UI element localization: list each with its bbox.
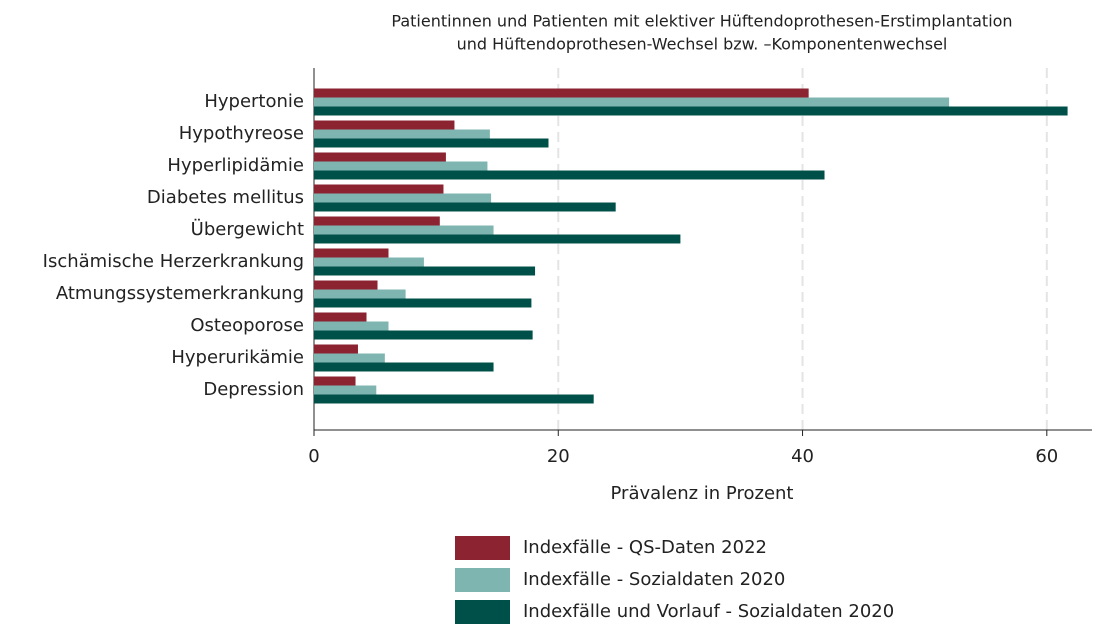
legend-swatch (455, 600, 510, 624)
bar (314, 120, 455, 130)
y-tick-label: Hypertonie (204, 91, 304, 112)
y-tick-label: Hypothyreose (179, 123, 304, 144)
y-tick-label: Übergewicht (191, 218, 304, 240)
bar (314, 362, 494, 372)
bar (314, 289, 406, 299)
legend-swatch (455, 536, 510, 560)
bar (314, 216, 440, 226)
bar (314, 170, 825, 180)
bar (314, 161, 488, 171)
bar (314, 106, 1068, 116)
bar (314, 234, 681, 244)
legend-swatch (455, 568, 510, 592)
bar (314, 193, 492, 203)
bar (314, 257, 424, 267)
bar (314, 312, 367, 322)
bar (314, 138, 549, 148)
bar (314, 394, 594, 404)
bar (314, 280, 378, 290)
legend-label: Indexfälle und Vorlauf - Sozialdaten 202… (523, 601, 894, 622)
bar (314, 330, 533, 340)
chart-title: Patientinnen und Patienten mit elektiver… (391, 12, 1012, 31)
x-tick-label: 20 (547, 446, 570, 467)
bar (314, 385, 377, 395)
y-tick-label: Depression (203, 379, 304, 400)
legend-label: Indexfälle - QS-Daten 2022 (523, 537, 767, 558)
y-tick-label: Atmungssystemerkrankung (56, 283, 304, 304)
legend-label: Indexfälle - Sozialdaten 2020 (523, 569, 785, 590)
bar (314, 88, 809, 98)
chart-subtitle: und Hüftendoprothesen-Wechsel bzw. –Komp… (457, 35, 948, 54)
y-tick-label: Osteoporose (190, 315, 304, 336)
y-tick-label: Ischämische Herzerkrankung (43, 251, 304, 272)
x-axis-label: Prävalenz in Prozent (611, 483, 794, 504)
bar (314, 376, 356, 386)
x-tick-label: 40 (791, 446, 814, 467)
bar (314, 152, 446, 162)
bar (314, 202, 616, 212)
bar (314, 129, 490, 139)
bar (314, 298, 532, 308)
bar (314, 321, 389, 331)
bar (314, 248, 389, 258)
bar (314, 225, 494, 235)
y-tick-label: Hyperlipidämie (167, 155, 304, 176)
y-tick-label: Diabetes mellitus (147, 187, 304, 208)
y-tick-label: Hyperurikämie (171, 347, 304, 368)
bar (314, 353, 385, 363)
x-tick-label: 60 (1035, 446, 1058, 467)
bar (314, 97, 950, 107)
x-tick-label: 0 (308, 446, 319, 467)
bar (314, 266, 536, 276)
bar (314, 344, 358, 354)
bar (314, 184, 444, 194)
